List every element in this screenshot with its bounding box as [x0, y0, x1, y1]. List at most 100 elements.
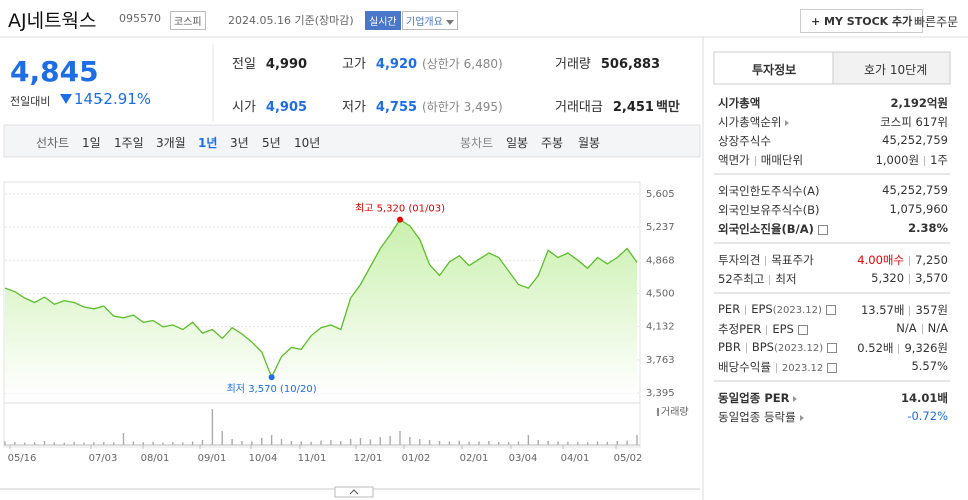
info-label: 시가총액: [718, 96, 761, 110]
volume-bar: [270, 435, 273, 445]
volume-bar: [586, 442, 589, 445]
help-icon: [825, 304, 836, 315]
info-label: BPS: [751, 340, 774, 354]
info-label: 외국인보유주식수(B): [718, 203, 820, 217]
info-tab[interactable]: 투자정보: [752, 63, 797, 77]
info-row: 시가총액 2,192억원: [718, 95, 948, 111]
info-label: 동일업종 등락률: [718, 410, 796, 424]
volume-bar: [201, 440, 204, 445]
item-value: 4,905: [265, 100, 308, 115]
info-label: 최저: [775, 272, 797, 286]
volume-bar: [261, 438, 263, 445]
y-tick-label: 5,237: [646, 222, 675, 233]
separator: [775, 362, 777, 373]
item-label: 전일: [232, 57, 256, 72]
period-tab[interactable]: 1일: [82, 136, 101, 150]
summary-item: 고가 4,920 (상한가 6,480): [342, 53, 503, 72]
period-tab[interactable]: 1년: [198, 136, 218, 150]
period-tab[interactable]: 5년: [262, 136, 281, 150]
info-label: 2023.12: [781, 363, 824, 374]
volume-bar: [191, 441, 194, 445]
volume-bar: [507, 442, 510, 445]
info-value: N/A: [896, 321, 917, 335]
volume-bar: [162, 442, 164, 445]
x-tick-label: 05/02: [614, 453, 643, 464]
volume-bar: [498, 442, 500, 445]
volume-bar: [142, 442, 144, 445]
summary-item: 거래대금 2,451 백만: [555, 96, 680, 115]
low-point: [268, 374, 275, 381]
info-value: N/A: [927, 321, 948, 335]
period-tab[interactable]: 10년: [294, 136, 321, 150]
arrow-icon: [799, 414, 804, 421]
info-values: 코스피 617위: [880, 114, 948, 130]
candle-tab[interactable]: 주봉: [541, 136, 564, 150]
volume-bar: [14, 442, 16, 445]
info-sub: (2023.12): [772, 305, 822, 316]
volume-bar: [132, 441, 135, 445]
info-row: 배당수익률 2023.12 5.57%: [718, 359, 948, 375]
volume-bar: [330, 440, 332, 445]
help-icon: [797, 324, 808, 335]
quick-order-button[interactable]: 빠른주문: [914, 15, 959, 29]
volume-bar: [182, 442, 184, 445]
volume-bar: [438, 441, 441, 445]
info-label: PER: [718, 302, 741, 316]
x-tick-label: 05/16: [8, 453, 37, 464]
candle-tab[interactable]: 일봉: [506, 136, 529, 150]
period-tab[interactable]: 3년: [230, 136, 249, 150]
volume-bar: [24, 442, 26, 445]
info-label: 상장주식수: [718, 134, 771, 148]
x-tick-label: 10/04: [249, 453, 278, 464]
info-value: 5.57%: [911, 359, 948, 373]
volume-bar: [290, 441, 293, 445]
volume-bar: [419, 439, 421, 445]
volume-bar: [73, 441, 75, 445]
info-row: PBR BPS(2023.12) 0.52배 9,326원: [718, 340, 948, 356]
info-row: 추정PER EPS N/A N/A: [718, 321, 948, 337]
candle-tab[interactable]: 월봉: [578, 136, 601, 150]
item-value: 4,920: [375, 57, 418, 72]
info-row: 외국인한도주식수(A) 45,252,759: [718, 183, 948, 199]
x-tick-label: 11/01: [298, 453, 327, 464]
item-note: (하한가 3,495): [422, 100, 503, 114]
volume-bar: [428, 440, 431, 445]
info-label: 외국인한도주식수(A): [718, 184, 820, 198]
item-label: 거래대금: [555, 100, 603, 115]
x-tick-label: 02/01: [460, 453, 489, 464]
info-tab-active: [713, 51, 834, 85]
info-values: 4.00매수 7,250: [857, 252, 948, 268]
x-tick-label: 08/01: [141, 453, 170, 464]
info-values: 0.52배 9,326원: [857, 340, 948, 356]
volume-bar: [557, 441, 559, 445]
separator: [921, 323, 923, 334]
info-label: 액면가: [718, 153, 750, 167]
info-label: 매매단위: [760, 153, 804, 167]
summary-item: 저가 4,755 (하한가 3,495): [342, 96, 503, 115]
info-values: 1,000원 1주: [876, 152, 948, 168]
separator: [754, 155, 756, 166]
volume-bar: [152, 441, 154, 445]
info-value: 14.01배: [901, 391, 948, 405]
period-tab[interactable]: 3개월: [156, 136, 186, 150]
item-value: 4,755: [375, 100, 418, 115]
volume-bar: [636, 434, 638, 445]
y-tick-label: 4,132: [646, 322, 675, 333]
arrow-icon: [793, 395, 798, 402]
collapse-button: [334, 486, 374, 498]
info-value: 45,252,759: [882, 133, 948, 147]
my-stock-button[interactable]: + MY STOCK 추가: [800, 9, 924, 33]
summary-item: 시가 4,905: [232, 96, 307, 115]
volume-bar: [211, 409, 214, 445]
info-label: EPS: [772, 322, 794, 336]
help-icon: [827, 342, 838, 353]
x-tick-label: 07/03: [89, 453, 118, 464]
info-values: 2,192억원: [890, 95, 948, 111]
y-tick-label: 4,868: [646, 255, 675, 266]
x-tick-label: 01/02: [402, 453, 431, 464]
info-tab[interactable]: 호가 10단계: [864, 63, 928, 77]
company-info-button[interactable]: 기업개요: [402, 11, 458, 30]
period-tab[interactable]: 1주일: [114, 136, 144, 150]
info-value: 2,192억원: [890, 96, 948, 110]
